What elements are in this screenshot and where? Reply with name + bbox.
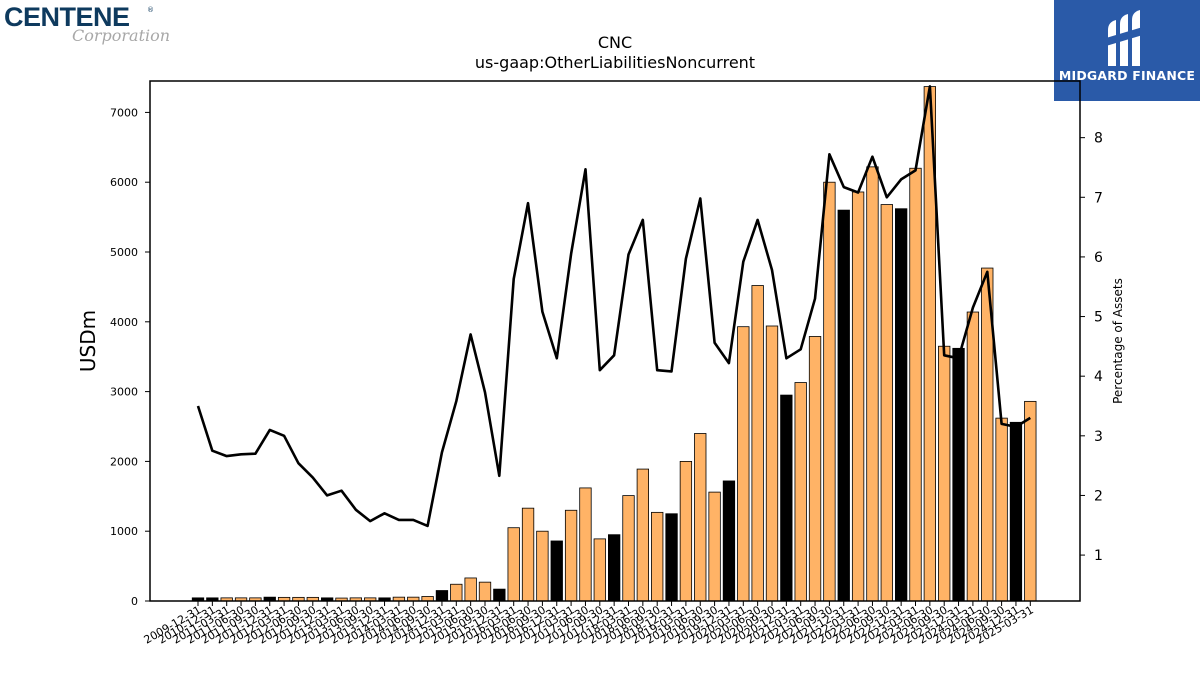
bar <box>751 285 764 602</box>
percentage-line <box>196 85 1031 528</box>
bar <box>694 433 707 602</box>
bar <box>851 191 865 602</box>
bar <box>909 167 922 602</box>
plot-frame <box>149 80 1081 602</box>
bars-layer <box>191 86 1037 602</box>
bar <box>478 581 492 602</box>
bar <box>780 394 793 602</box>
y2-tick-label: 6 <box>1094 250 1103 266</box>
bar <box>823 181 836 602</box>
bar <box>880 204 893 602</box>
y2-tick-label: 5 <box>1094 310 1103 326</box>
y2-axis-label: Percentage of Assets <box>1111 278 1125 404</box>
line-layer <box>196 85 1031 528</box>
y-axis-label: USDm <box>76 310 100 372</box>
y-tick-label: 4000 <box>110 316 138 329</box>
y-tick-label: 3000 <box>110 386 138 399</box>
bar <box>866 166 879 602</box>
y-tick-label: 5000 <box>110 246 138 259</box>
bar <box>564 509 578 602</box>
y-tick-label: 2000 <box>110 455 138 468</box>
bar <box>995 417 1008 602</box>
chart-title: CNC <box>598 33 632 52</box>
y2-tick-label: 8 <box>1094 131 1103 147</box>
bar <box>808 336 822 602</box>
bar <box>837 209 850 602</box>
right-axis: 1 2 3 4 5 6 7 8 <box>1080 131 1103 564</box>
y2-tick-label: 3 <box>1094 429 1103 445</box>
y-tick-label: 1000 <box>110 525 138 538</box>
bar <box>938 345 951 602</box>
bar <box>737 326 750 602</box>
bar <box>895 208 908 602</box>
x-axis: 2009-12-312010-12-312011-03-312011-06-30… <box>142 601 1036 647</box>
bar <box>636 468 649 602</box>
midgard-finance-logo: MIDGARD FINANCE <box>1054 0 1200 101</box>
y-tick-label: 7000 <box>110 106 138 119</box>
y2-tick-label: 1 <box>1094 548 1103 564</box>
y2-tick-label: 2 <box>1094 488 1103 504</box>
y2-tick-label: 7 <box>1094 190 1103 206</box>
bar <box>579 487 592 602</box>
bar <box>493 588 506 602</box>
bar <box>622 495 635 602</box>
bar <box>521 507 535 602</box>
bar <box>435 590 449 602</box>
bar <box>450 583 463 602</box>
bar <box>464 577 477 602</box>
bar <box>708 491 721 602</box>
bar <box>536 530 549 602</box>
bar <box>608 534 621 602</box>
bar <box>1024 400 1037 602</box>
left-axis: 0 1000 2000 3000 4000 5000 6000 7000 <box>110 106 150 608</box>
chart-subtitle: us-gaap:OtherLiabilitiesNoncurrent <box>475 53 755 72</box>
y2-tick-label: 4 <box>1094 369 1103 385</box>
bar <box>765 325 779 602</box>
bar <box>593 538 606 602</box>
centene-logo-subtitle: Corporation <box>72 26 171 45</box>
bar <box>952 347 965 602</box>
bar <box>665 513 678 602</box>
bar <box>966 311 980 602</box>
y-tick-label: 6000 <box>110 176 138 189</box>
bar <box>679 461 693 602</box>
bar <box>1009 421 1023 602</box>
bar <box>507 527 520 602</box>
y-tick-label: 0 <box>131 595 138 608</box>
centene-logo: CENTENE ® Corporation <box>4 2 174 46</box>
bar <box>722 480 736 602</box>
centene-logo-brand: CENTENE <box>4 2 130 32</box>
bar <box>651 511 664 602</box>
midgard-finance-wordmark: MIDGARD FINANCE <box>1058 68 1196 83</box>
midgard-emblem-icon <box>1106 10 1146 66</box>
bar <box>550 540 563 602</box>
centene-logo-registered: ® <box>147 6 154 14</box>
bar <box>794 382 807 602</box>
